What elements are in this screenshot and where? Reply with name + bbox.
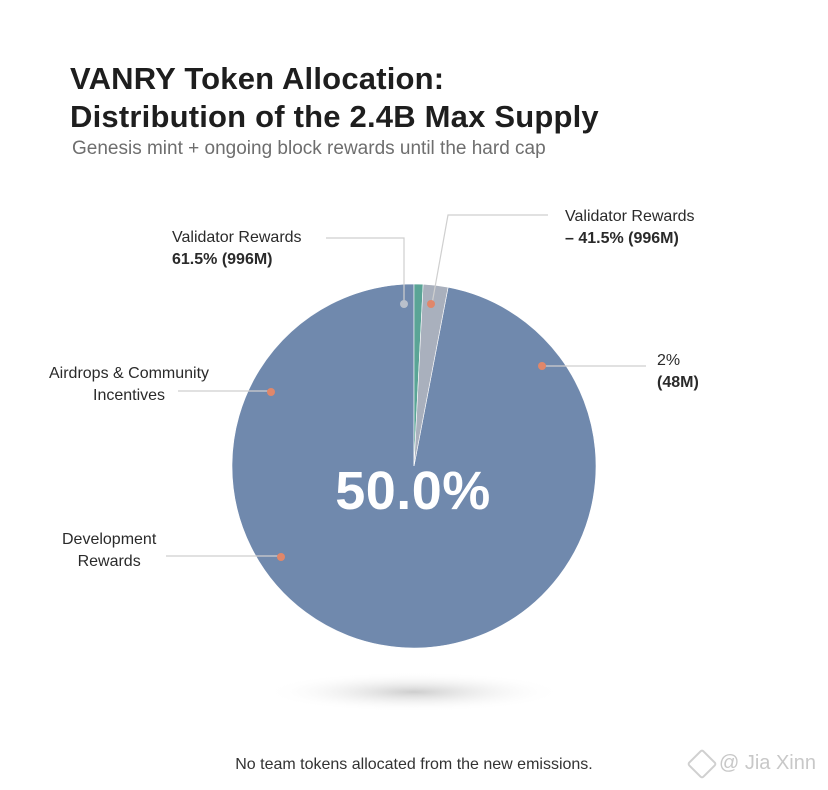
watermark: @ Jia Xinn	[686, 747, 816, 780]
footnote: No team tokens allocated from the new em…	[235, 756, 593, 773]
chart-title-line2: Distribution of the 2.4B Max Supply	[70, 99, 599, 134]
label-validator-rewards-left-name: Validator Rewards	[172, 229, 302, 246]
label-two-percent-value: 2%	[657, 352, 681, 369]
label-airdrops-line2: Incentives	[93, 387, 166, 404]
leader-lines	[166, 214, 646, 557]
label-two-percent: 2% (48M)	[657, 350, 699, 394]
label-validator-rewards-left: Validator Rewards 61.5% (996M)	[172, 227, 302, 271]
leader-validator-left	[326, 237, 405, 304]
leader-validator-right	[431, 214, 548, 305]
label-development-line2: Rewards	[77, 553, 141, 570]
pie-shadow	[264, 672, 564, 712]
marker-validator-left	[400, 300, 408, 308]
slice-markers	[267, 300, 546, 561]
watermark-logo-icon	[686, 747, 718, 780]
chart-title: VANRY Token Allocation: Distribution of …	[70, 60, 599, 136]
marker-development	[277, 553, 285, 561]
pie-center-percentage: 50.0%	[335, 461, 491, 521]
chart-subtitle: Genesis mint + ongoing block rewards unt…	[72, 138, 546, 159]
marker-airdrops	[267, 388, 275, 396]
label-airdrops-line1: Airdrops & Community	[49, 365, 210, 382]
label-development-line1: Development	[62, 531, 157, 548]
chart-title-line1: VANRY Token Allocation:	[70, 61, 445, 96]
label-airdrops: Airdrops & Community Incentives	[49, 363, 209, 407]
label-two-percent-amount: (48M)	[657, 374, 699, 391]
watermark-text: @ Jia Xinn	[718, 752, 816, 774]
marker-two-percent	[538, 362, 546, 370]
label-validator-rewards-left-value: 61.5% (996M)	[172, 251, 273, 268]
pie-slices	[231, 283, 597, 649]
label-development: Development Rewards	[62, 529, 156, 573]
marker-validator-right	[427, 300, 435, 308]
label-validator-rewards-right-value: – 41.5% (996M)	[565, 230, 679, 247]
label-validator-rewards-right: Validator Rewards – 41.5% (996M)	[565, 206, 695, 250]
label-validator-rewards-right-name: Validator Rewards	[565, 208, 695, 225]
